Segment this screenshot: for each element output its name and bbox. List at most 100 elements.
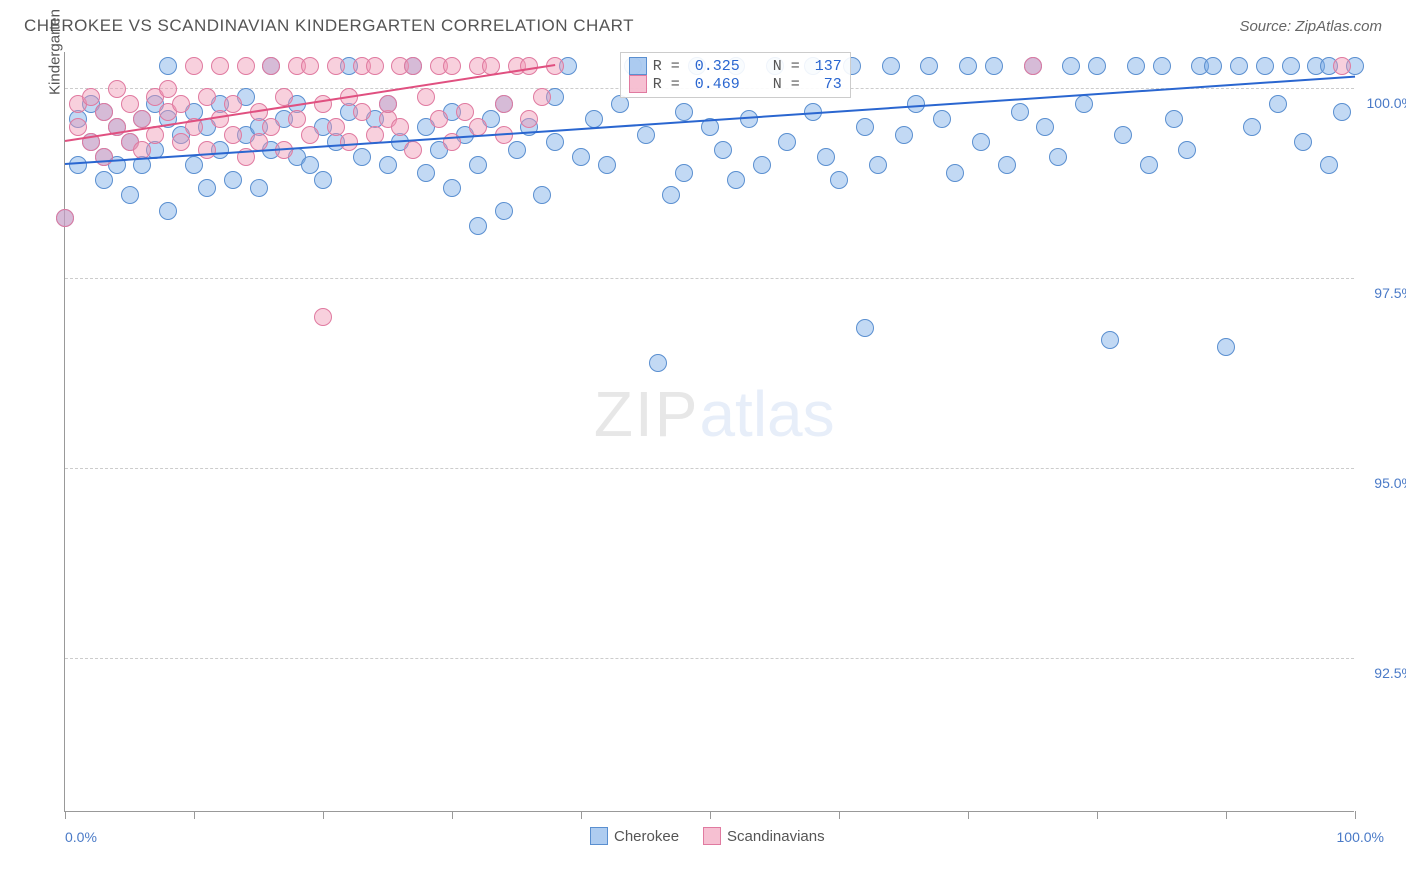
scatter-point xyxy=(895,126,913,144)
scatter-point xyxy=(520,110,538,128)
scatter-point xyxy=(740,110,758,128)
x-tick xyxy=(1226,811,1227,819)
scatter-point xyxy=(1075,95,1093,113)
scatter-point xyxy=(1217,338,1235,356)
scatter-point xyxy=(379,95,397,113)
scatter-point xyxy=(1294,133,1312,151)
scatter-point xyxy=(495,202,513,220)
scatter-point xyxy=(288,110,306,128)
chart-source: Source: ZipAtlas.com xyxy=(1239,18,1382,35)
scatter-point xyxy=(1114,126,1132,144)
scatter-point xyxy=(456,103,474,121)
legend-item: Cherokee xyxy=(590,827,679,845)
series-swatch xyxy=(629,75,647,93)
scatter-point xyxy=(1153,57,1171,75)
scatter-point xyxy=(1036,118,1054,136)
x-tick xyxy=(968,811,969,819)
x-tick xyxy=(1355,811,1356,819)
scatter-point xyxy=(572,148,590,166)
scatter-point xyxy=(598,156,616,174)
scatter-point xyxy=(198,141,216,159)
scatter-point xyxy=(417,88,435,106)
scatter-point xyxy=(327,57,345,75)
scatter-point xyxy=(121,95,139,113)
scatter-point xyxy=(430,110,448,128)
scatter-point xyxy=(353,103,371,121)
scatter-point xyxy=(998,156,1016,174)
scatter-point xyxy=(920,57,938,75)
scatter-point xyxy=(185,156,203,174)
scatter-point xyxy=(327,118,345,136)
scatter-point xyxy=(469,156,487,174)
x-tick xyxy=(194,811,195,819)
scatter-point xyxy=(301,156,319,174)
scatter-point xyxy=(340,133,358,151)
scatter-point xyxy=(1204,57,1222,75)
scatter-point xyxy=(1333,57,1351,75)
scatter-point xyxy=(417,164,435,182)
scatter-point xyxy=(1024,57,1042,75)
scatter-point xyxy=(172,95,190,113)
scatter-point xyxy=(1101,331,1119,349)
scatter-point xyxy=(959,57,977,75)
scatter-point xyxy=(856,118,874,136)
scatter-point xyxy=(1269,95,1287,113)
scatter-point xyxy=(753,156,771,174)
scatter-point xyxy=(198,179,216,197)
y-tick-label: 92.5% xyxy=(1359,665,1406,681)
scatter-point xyxy=(314,308,332,326)
scatter-point xyxy=(985,57,1003,75)
x-tick xyxy=(839,811,840,819)
scatter-point xyxy=(56,209,74,227)
scatter-point xyxy=(262,57,280,75)
scatter-point xyxy=(95,171,113,189)
scatter-point xyxy=(1011,103,1029,121)
x-tick xyxy=(581,811,582,819)
x-tick xyxy=(1097,811,1098,819)
scatter-point xyxy=(391,118,409,136)
scatter-point xyxy=(1127,57,1145,75)
x-max-label: 100.0% xyxy=(1337,829,1384,845)
scatter-point xyxy=(275,88,293,106)
scatter-point xyxy=(69,118,87,136)
scatter-point xyxy=(159,57,177,75)
chart-title: CHEROKEE VS SCANDINAVIAN KINDERGARTEN CO… xyxy=(24,16,634,36)
scatter-point xyxy=(856,319,874,337)
scatter-point xyxy=(353,148,371,166)
scatter-point xyxy=(817,148,835,166)
scatter-point xyxy=(469,118,487,136)
stats-row: R = 0.325 N = 137 xyxy=(629,57,842,75)
scatter-point xyxy=(533,88,551,106)
gridline xyxy=(65,468,1354,469)
scatter-point xyxy=(533,186,551,204)
scatter-point xyxy=(224,171,242,189)
scatter-point xyxy=(224,126,242,144)
scatter-point xyxy=(508,141,526,159)
stats-box: R = 0.325 N = 137R = 0.469 N = 73 xyxy=(620,52,851,98)
scatter-point xyxy=(830,171,848,189)
scatter-point xyxy=(727,171,745,189)
scatter-point xyxy=(546,133,564,151)
scatter-point xyxy=(262,118,280,136)
scatter-point xyxy=(82,88,100,106)
scatter-point xyxy=(95,103,113,121)
series-swatch xyxy=(629,57,647,75)
x-min-label: 0.0% xyxy=(65,829,97,845)
scatter-point xyxy=(495,95,513,113)
scatter-point xyxy=(211,57,229,75)
scatter-point xyxy=(172,133,190,151)
scatter-point xyxy=(198,88,216,106)
scatter-point xyxy=(1049,148,1067,166)
scatter-point xyxy=(211,110,229,128)
scatter-point xyxy=(237,57,255,75)
scatter-point xyxy=(1256,57,1274,75)
scatter-point xyxy=(1088,57,1106,75)
scatter-point xyxy=(443,179,461,197)
scatter-point xyxy=(1178,141,1196,159)
scatter-point xyxy=(933,110,951,128)
scatter-point xyxy=(946,164,964,182)
scatter-point xyxy=(301,126,319,144)
scatter-point xyxy=(675,164,693,182)
legend-label: Scandinavians xyxy=(727,828,825,845)
gridline xyxy=(65,278,1354,279)
